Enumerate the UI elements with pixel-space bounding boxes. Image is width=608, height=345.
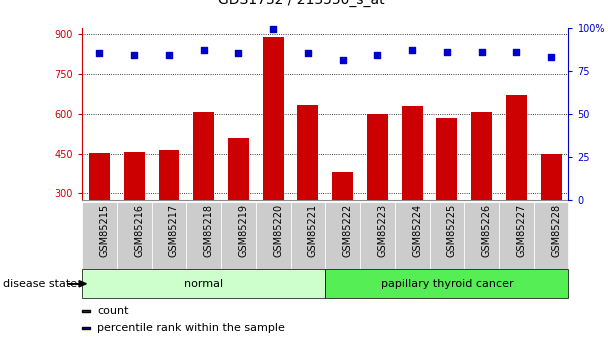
Point	[199, 47, 209, 53]
Bar	[367, 114, 388, 273]
Point	[373, 52, 382, 58]
Point	[268, 27, 278, 32]
Point	[442, 49, 452, 55]
Bar	[89, 153, 110, 273]
Point	[546, 54, 556, 60]
Bar	[471, 112, 492, 273]
Bar	[402, 106, 423, 273]
Bar	[159, 150, 179, 273]
Bar	[193, 112, 214, 273]
Bar	[541, 155, 562, 273]
Text: GSM85223: GSM85223	[378, 204, 387, 257]
Point	[95, 51, 105, 56]
Point	[511, 49, 521, 55]
Point	[407, 47, 417, 53]
Point	[477, 49, 486, 55]
Text: GSM85215: GSM85215	[100, 204, 109, 257]
Text: GSM85221: GSM85221	[308, 204, 318, 257]
Text: GSM85225: GSM85225	[447, 204, 457, 257]
Text: count: count	[97, 306, 129, 316]
Bar	[332, 172, 353, 273]
Text: normal: normal	[184, 279, 223, 289]
Bar	[124, 152, 145, 273]
Text: disease state: disease state	[3, 279, 77, 289]
Text: GSM85216: GSM85216	[134, 204, 144, 257]
Text: percentile rank within the sample: percentile rank within the sample	[97, 323, 285, 333]
Text: GSM85228: GSM85228	[551, 204, 561, 257]
Point	[164, 52, 174, 58]
Bar	[297, 105, 319, 273]
Text: GSM85227: GSM85227	[516, 204, 527, 257]
Point	[338, 58, 348, 63]
Text: GSM85226: GSM85226	[482, 204, 492, 257]
Text: GSM85217: GSM85217	[169, 204, 179, 257]
Text: GSM85219: GSM85219	[238, 204, 249, 257]
Bar	[506, 95, 527, 273]
Bar	[437, 118, 457, 273]
Bar	[263, 37, 283, 273]
Point	[130, 52, 139, 58]
Text: GSM85222: GSM85222	[343, 204, 353, 257]
Text: papillary thyroid cancer: papillary thyroid cancer	[381, 279, 513, 289]
Text: GSM85218: GSM85218	[204, 204, 213, 257]
Point	[233, 51, 243, 56]
Text: GSM85220: GSM85220	[273, 204, 283, 257]
Text: GDS1732 / 213550_s_at: GDS1732 / 213550_s_at	[218, 0, 384, 7]
Bar	[228, 138, 249, 273]
Point	[303, 51, 313, 56]
Text: GSM85224: GSM85224	[412, 204, 422, 257]
